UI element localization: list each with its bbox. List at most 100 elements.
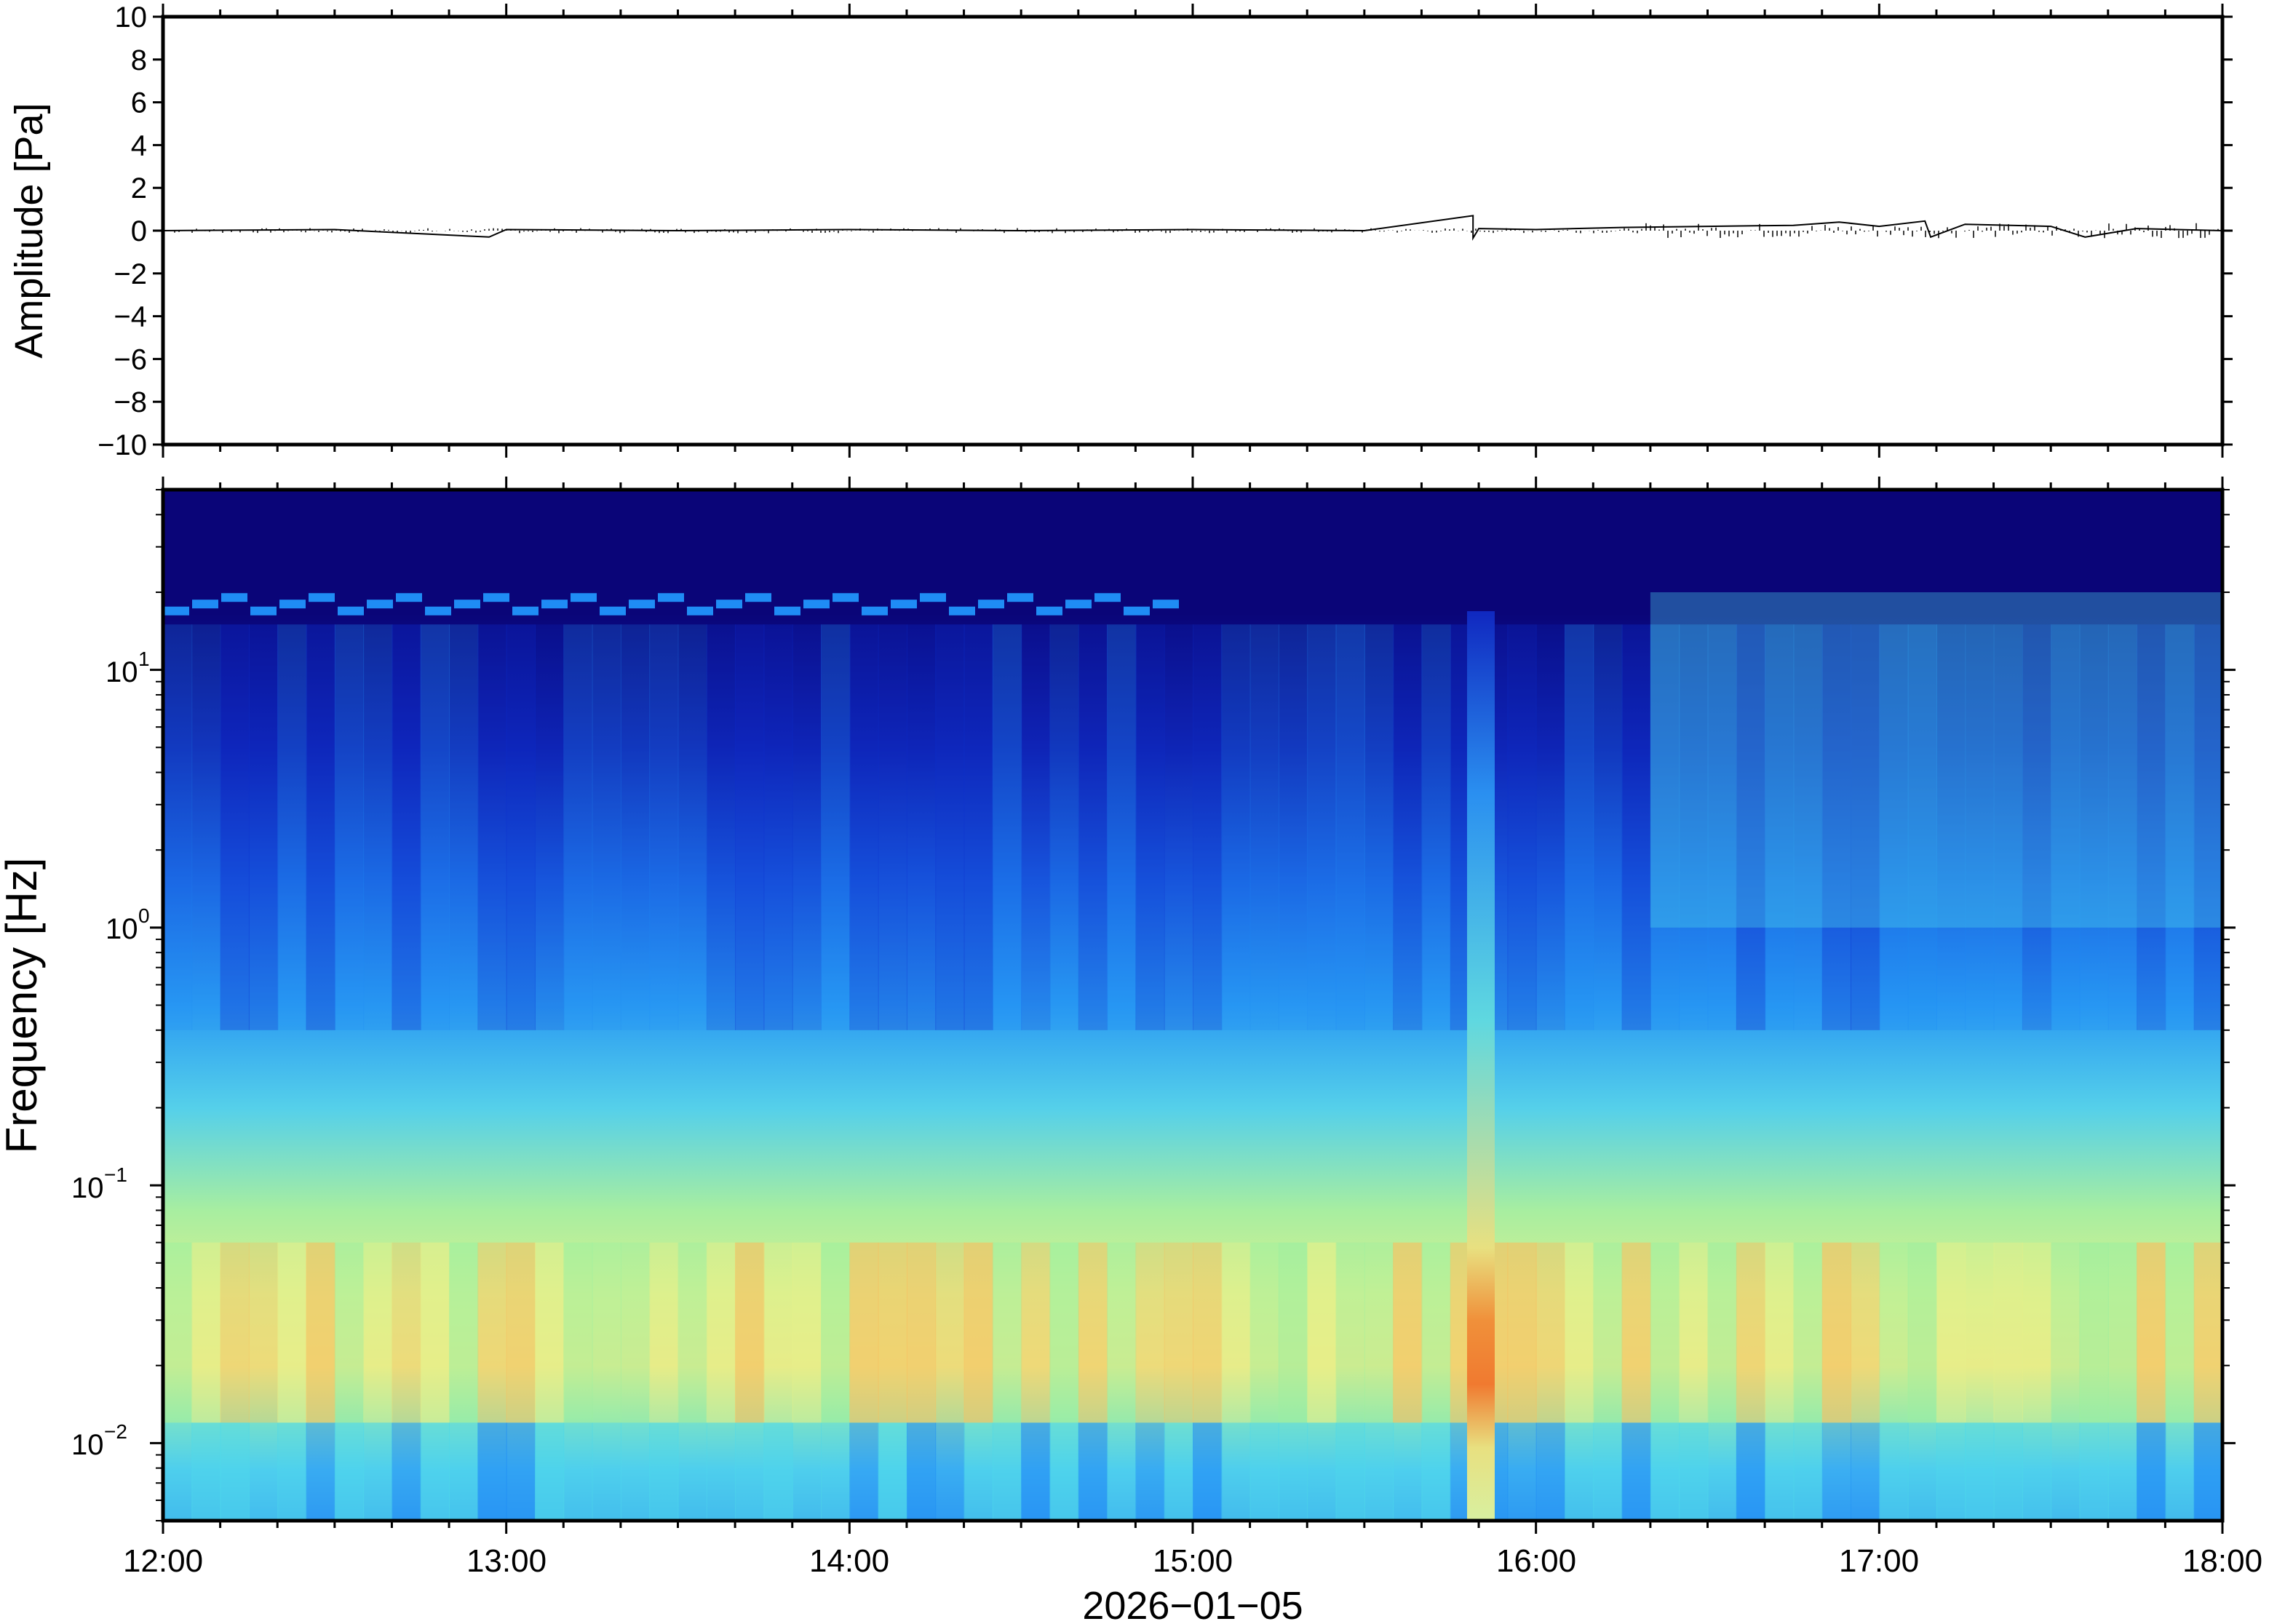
spectrogram-column — [1364, 624, 1394, 1030]
spectrogram-column — [2193, 1242, 2222, 1423]
tonal-line-segment — [1153, 600, 1179, 609]
spectrogram-y-ticks — [150, 489, 2236, 1521]
spectrogram-column — [620, 624, 651, 1030]
spectrogram-column — [1164, 624, 1193, 1030]
spectrogram-column — [1421, 624, 1451, 1030]
x-tick-label: 16:00 — [1496, 1543, 1576, 1579]
spectrogram-column — [1765, 624, 1795, 1030]
spectrogram-column — [449, 1242, 479, 1423]
spectrogram-column — [277, 624, 307, 1030]
spectrogram-column — [1879, 624, 1909, 1030]
spectrogram-column — [1765, 1422, 1795, 1521]
spectrogram-column — [620, 1242, 651, 1423]
tonal-line-segment — [920, 593, 946, 602]
spectrogram-column — [1650, 624, 1680, 1030]
y-tick-exponent: 1 — [138, 648, 150, 670]
spectrogram-column — [1993, 624, 2023, 1030]
spectrogram-column — [1564, 1422, 1594, 1521]
spectrogram-column — [1307, 624, 1337, 1030]
spectrogram-column — [306, 1242, 335, 1423]
spectrogram-column — [735, 1242, 765, 1423]
spectrogram-column — [1049, 1422, 1079, 1521]
y-tick-base: 10 — [106, 913, 138, 945]
spectrogram-column — [2107, 624, 2138, 1030]
spectrogram-column — [1621, 1242, 1651, 1423]
spectrogram-column — [1249, 1422, 1279, 1521]
spectrogram-column — [1765, 1242, 1795, 1423]
spectrogram-column — [649, 1242, 679, 1423]
spectrogram-column — [1507, 1422, 1537, 1521]
spectrogram-column — [1821, 1422, 1852, 1521]
spectrogram-column — [849, 1242, 879, 1423]
spectrogram-column — [449, 1422, 479, 1521]
spectrogram-column — [706, 1422, 736, 1521]
spectrogram-column — [1793, 624, 1823, 1030]
x-tick-label: 18:00 — [2182, 1543, 2262, 1579]
spectrogram-column — [392, 1422, 421, 1521]
spectrogram-column — [1793, 1422, 1823, 1521]
y-tick-label-10e1: 10 1 — [106, 648, 150, 688]
tonal-line-segment — [687, 606, 713, 616]
y-tick-label-10e-2: 10 −2 — [71, 1420, 127, 1461]
spectrogram-column — [306, 624, 335, 1030]
spectrogram-column — [248, 1242, 279, 1423]
spectrogram-column — [220, 1422, 250, 1521]
spectrogram-column — [1307, 1242, 1337, 1423]
spectrogram-column — [1851, 1422, 1880, 1521]
spectrogram-column — [2051, 624, 2081, 1030]
spectrogram-column — [163, 1242, 193, 1423]
x-axis-date-label: 2026−01−05 — [1082, 1584, 1303, 1624]
x-tick-label: 13:00 — [466, 1543, 547, 1579]
spectrogram-column — [363, 624, 393, 1030]
spectrogram-column — [906, 1422, 937, 1521]
spectrogram-column — [1593, 1242, 1623, 1423]
spectrogram-column — [963, 1422, 993, 1521]
tonal-line-segment — [309, 593, 335, 602]
y-tick-base: 10 — [106, 656, 138, 688]
spectrogram-column — [849, 624, 879, 1030]
spectrogram-column — [534, 1242, 565, 1423]
spectrogram-column — [2051, 1422, 2081, 1521]
y-tick-label: −10 — [98, 429, 147, 461]
spectrogram-column — [420, 624, 450, 1030]
spectrogram-column — [1679, 1242, 1709, 1423]
spectrogram-column — [1364, 1242, 1394, 1423]
waveform-noise — [165, 223, 2219, 239]
spectrogram-column — [1278, 1422, 1308, 1521]
spectrogram-column — [792, 1242, 822, 1423]
spectrogram-column — [163, 624, 193, 1030]
spectrogram-column — [1851, 1242, 1880, 1423]
spectrogram-column — [1221, 1242, 1251, 1423]
tonal-line-segment — [629, 600, 655, 609]
tonal-line-segment — [571, 593, 597, 602]
spectrogram-column — [1078, 1242, 1108, 1423]
spectrogram-column — [563, 624, 593, 1030]
spectrogram-column — [2137, 624, 2166, 1030]
tonal-line-segment — [1036, 606, 1062, 616]
spectrogram-column — [620, 1422, 651, 1521]
tonal-line-segment — [396, 593, 422, 602]
spectrogram-column — [1107, 1242, 1137, 1423]
spectrogram-column — [1278, 1242, 1308, 1423]
tonal-line-segment — [1124, 606, 1150, 616]
spectrogram-column — [735, 624, 765, 1030]
spectrogram-column — [906, 1242, 937, 1423]
spectrogram-column — [1821, 624, 1852, 1030]
spectrogram-column — [2107, 1422, 2138, 1521]
spectrogram-column — [677, 1422, 707, 1521]
tonal-line-segment — [221, 593, 247, 602]
spectrogram-column — [1193, 1242, 1223, 1423]
spectrogram-column — [1107, 624, 1137, 1030]
spectrogram-column — [1936, 1422, 1966, 1521]
y-tick-label: 2 — [131, 172, 147, 204]
spectrogram-column — [1793, 1242, 1823, 1423]
y-tick-base: 10 — [71, 1429, 104, 1461]
spectrogram-column — [248, 1422, 279, 1521]
spectrogram-column — [1736, 624, 1766, 1030]
spectrogram-column — [1621, 624, 1651, 1030]
spectrogram-column — [1049, 1242, 1079, 1423]
spectrogram-column — [1535, 624, 1565, 1030]
y-tick-label: −4 — [114, 301, 147, 333]
spectrogram-column — [2079, 1242, 2109, 1423]
